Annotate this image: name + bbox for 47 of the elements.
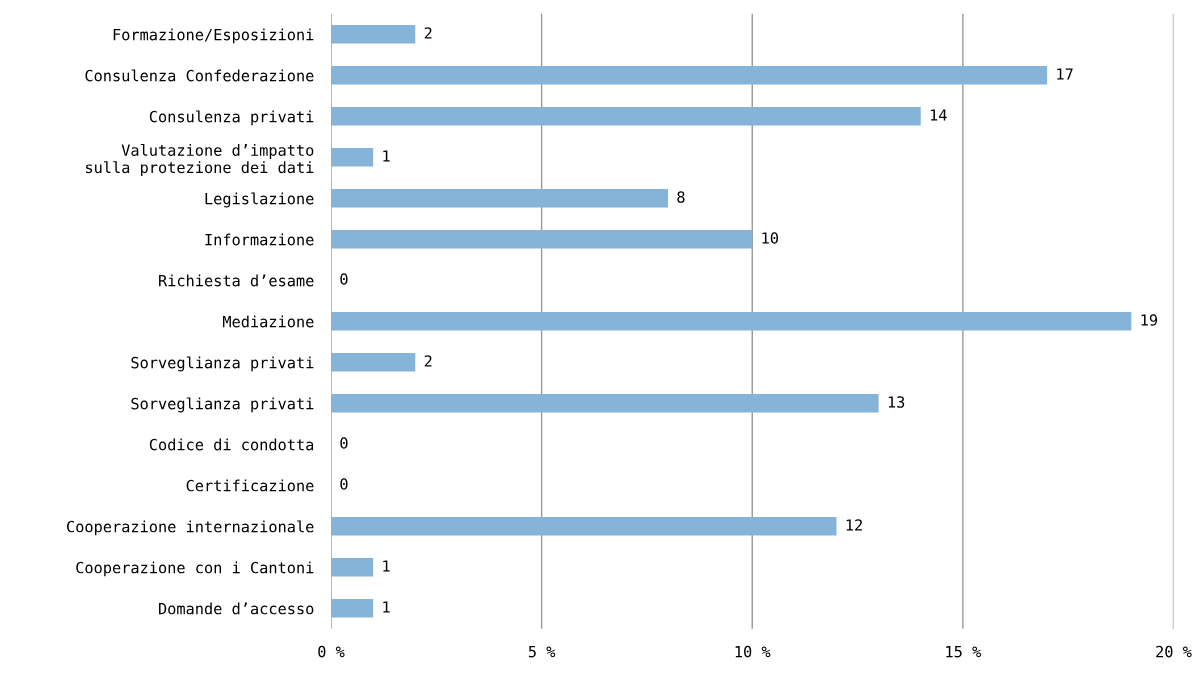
y-tick-label: Domande d’accesso	[159, 602, 314, 615]
bar	[331, 312, 1132, 331]
y-tick-label: Sorveglianza privati	[131, 397, 314, 413]
y-tick-label: Richiesta d’esame	[159, 274, 314, 287]
bar	[331, 107, 921, 126]
bar	[331, 25, 416, 44]
bar	[331, 517, 837, 536]
data-label: 2	[424, 355, 432, 367]
y-tick-label: Cooperazione con i Cantoni	[76, 561, 314, 577]
bar	[331, 353, 416, 372]
y-tick-label: Formazione/Esposizioni	[113, 28, 314, 44]
bar	[331, 394, 879, 413]
x-tick-label: 20 %	[1156, 645, 1192, 658]
data-label: 1	[383, 560, 390, 572]
y-tick-label: Informazione	[205, 233, 314, 246]
bar	[331, 189, 668, 208]
data-label: 0	[340, 273, 348, 285]
y-tick-label: Legislazione	[205, 192, 314, 208]
bar	[331, 230, 753, 249]
x-tick-label: 5 %	[528, 646, 556, 658]
data-label: 13	[888, 396, 905, 408]
data-label: 2	[424, 27, 432, 39]
data-label: 14	[930, 109, 947, 121]
data-label: 12	[846, 519, 862, 531]
data-label: 1	[383, 150, 390, 162]
y-tick-label: Valutazione d’impatto sulla protezione dei dati	[86, 144, 314, 177]
x-tick-label: 15 %	[946, 646, 982, 658]
x-tick-label: 10 %	[735, 645, 771, 658]
data-label: 0	[340, 437, 348, 449]
y-tick-label: Sorveglianza privati	[131, 356, 314, 372]
bar	[331, 148, 374, 167]
y-tick-label: Cooperazione internazionale	[67, 520, 314, 536]
data-label: 0	[340, 478, 348, 490]
data-label: 1	[383, 601, 390, 613]
y-tick-label: Certificazione	[186, 479, 314, 492]
data-label: 10	[762, 232, 778, 244]
data-label: 17	[1057, 68, 1073, 80]
y-tick-label: Codice di condotta	[149, 438, 314, 451]
x-tick-label: 0 %	[318, 645, 345, 658]
y-tick-label: Consulenza Confederazione	[85, 69, 314, 82]
bar	[331, 558, 374, 577]
data-label: 19	[1141, 314, 1158, 326]
y-tick-label: Consulenza privati	[149, 110, 314, 126]
bar	[331, 599, 374, 618]
bar	[331, 66, 1048, 85]
data-label: 8	[677, 191, 685, 203]
y-tick-label: Mediazione	[223, 315, 314, 328]
